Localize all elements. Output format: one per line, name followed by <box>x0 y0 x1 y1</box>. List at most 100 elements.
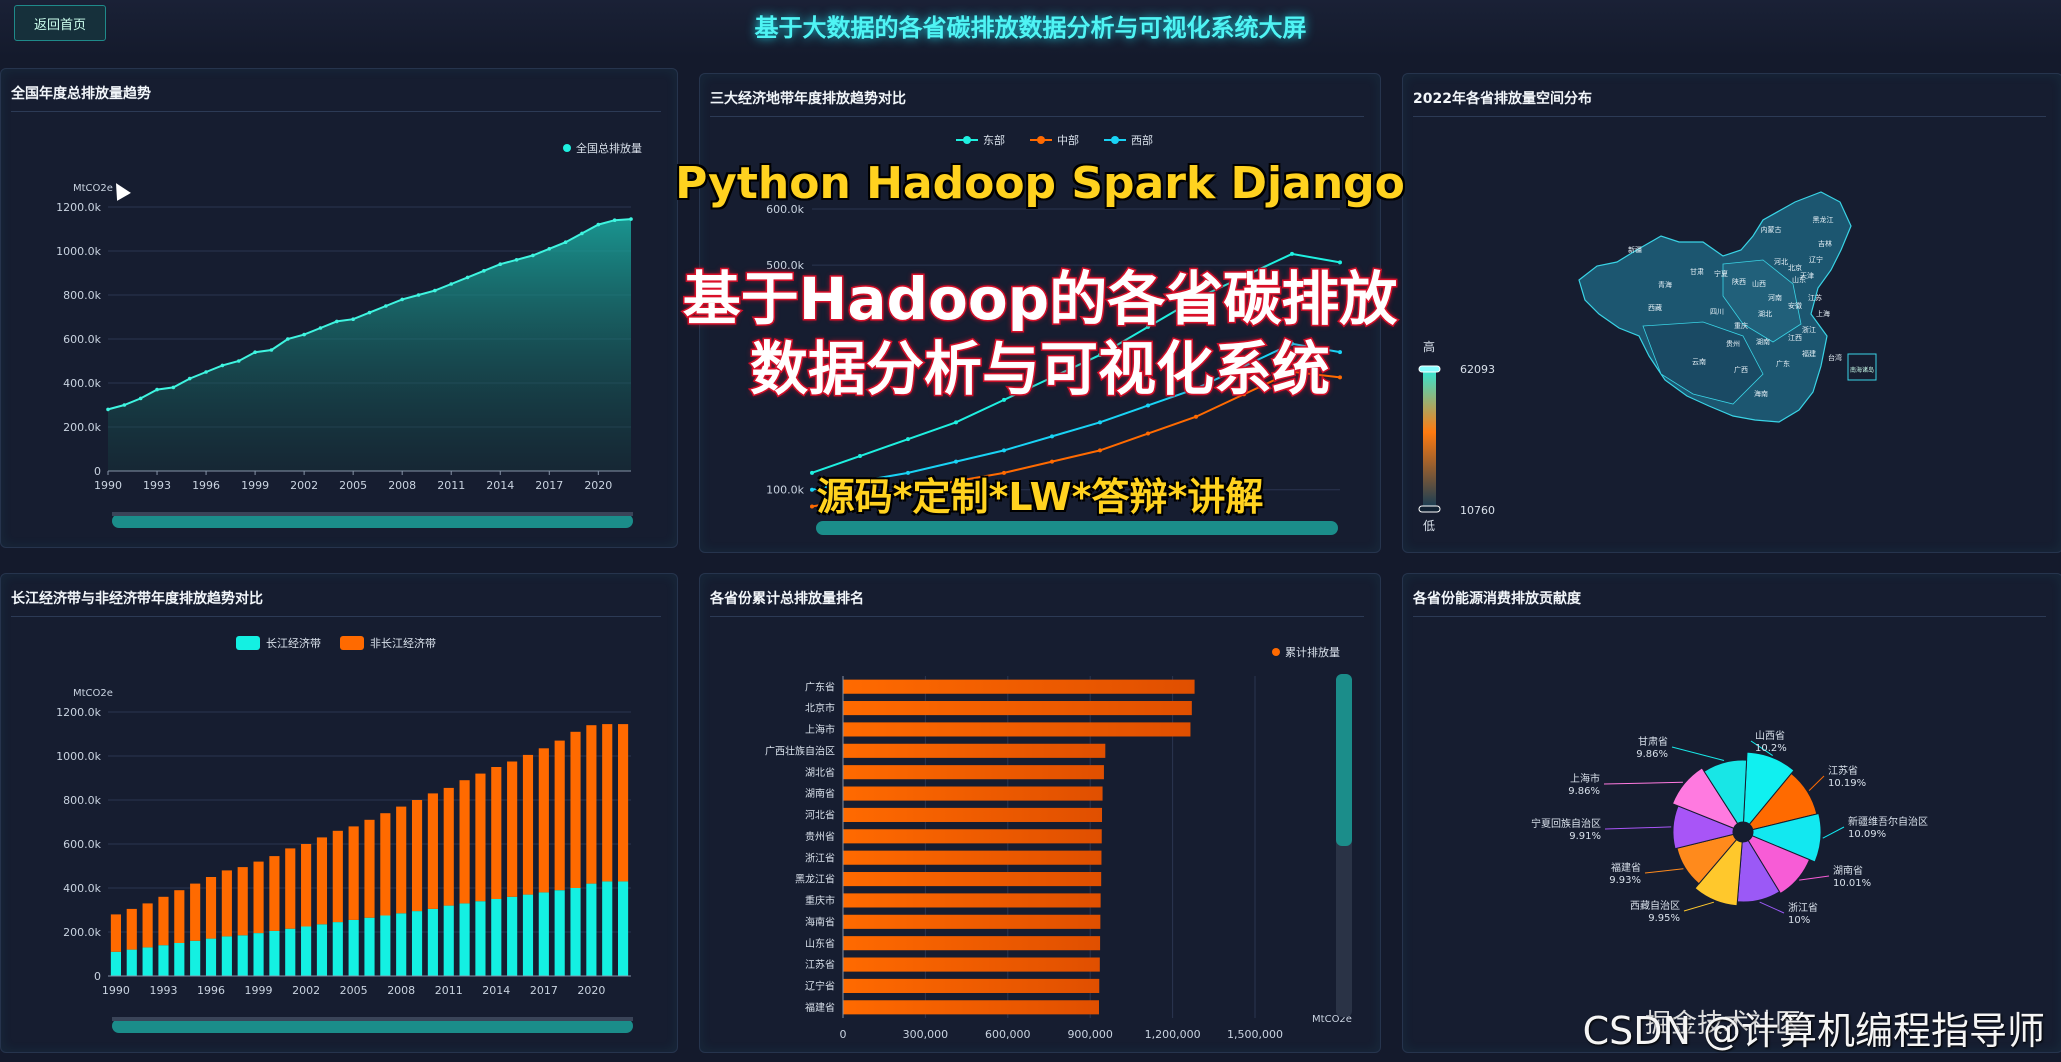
bar-yangtze <box>491 899 502 976</box>
bar-yangtze <box>570 888 581 976</box>
bar-yangtze <box>237 935 248 976</box>
yangtze-stacked-chart[interactable]: 0 200.0k 400.0k 600.0k 800.0k 1000.0k 1200.0k M… <box>1 574 677 1052</box>
bar-yangtze <box>602 881 613 976</box>
bar-non-yangtze <box>618 724 629 882</box>
x-tick-label: 1999 <box>241 479 269 492</box>
bar-non-yangtze <box>158 896 169 946</box>
data-point <box>954 459 958 464</box>
x-tick-label: 2002 <box>290 479 318 492</box>
bar-province <box>843 850 1102 865</box>
bar-yangtze <box>174 943 185 976</box>
y-tick-label: 湖南省 <box>805 787 835 800</box>
bar-non-yangtze <box>301 844 312 927</box>
data-point <box>563 240 568 244</box>
bar-non-yangtze <box>396 806 407 914</box>
bar-yangtze <box>158 945 169 976</box>
x-tick-label: 2020 <box>577 984 605 997</box>
y-tick-label: 河北省 <box>805 809 835 822</box>
panel-national-trend: 全国年度总排放量趋势 0 200.0k 400.0k 600.0k 800.0k 1000… <box>0 68 678 548</box>
map-province-label: 宁夏 <box>1714 269 1728 278</box>
bar-non-yangtze <box>491 767 502 899</box>
region-trend-chart[interactable]: 100.0k 500.0k 600.0k 东部 中部 西部 <box>700 74 1380 552</box>
x-tick-label: 2008 <box>388 479 416 492</box>
data-point <box>204 370 208 374</box>
bar-yangtze <box>380 915 391 976</box>
data-point <box>810 487 814 492</box>
bar-province <box>843 743 1106 758</box>
visualmap-handle-bottom <box>1418 505 1441 513</box>
province-ranking-chart[interactable]: 0 300,000 600,000 900,000 1,200,000 1,500,000… <box>700 574 1380 1052</box>
panel-title: 2022年各省排放量空间分布 <box>1413 91 1592 107</box>
map-province-label: 贵州 <box>1726 339 1740 348</box>
bar-non-yangtze <box>348 826 359 920</box>
bar-non-yangtze <box>443 787 454 906</box>
x-tick-label: 1993 <box>143 479 171 492</box>
visualmap-low-label: 低 <box>1423 519 1435 533</box>
map-province-label: 辽宁 <box>1809 255 1823 264</box>
data-point <box>858 454 862 459</box>
data-point <box>465 275 470 280</box>
data-point <box>1146 403 1150 408</box>
y-tick-label: 800.0k <box>63 794 101 807</box>
back-home-button[interactable]: 返回首页 <box>14 5 106 41</box>
bar-yangtze <box>348 919 359 976</box>
legend-label: 累计排放量 <box>1285 645 1340 659</box>
data-point <box>106 407 110 412</box>
pie-label-value: 10.19% <box>1828 778 1866 789</box>
x-tick-label: 2020 <box>584 479 612 492</box>
data-point <box>433 288 437 293</box>
map-province-label: 山东 <box>1792 275 1806 284</box>
bar-non-yangtze <box>380 813 391 916</box>
bar-province <box>843 722 1191 737</box>
data-point <box>155 387 159 392</box>
divider <box>1413 116 2046 117</box>
data-point <box>1290 369 1294 374</box>
bar-province <box>843 786 1103 801</box>
bar-province <box>843 679 1195 694</box>
panel-energy-contribution: 各省份能源消费排放贡献度 山西省 10.2% 江苏省 10.19% 新疆维吾尔自治区 10… <box>1402 573 2061 1053</box>
national-trend-chart[interactable]: 0 200.0k 400.0k 600.0k 800.0k 1000.0k 1200.0k M… <box>1 69 677 547</box>
y-axis-unit: MtCO2e <box>73 688 113 699</box>
divider <box>11 111 661 112</box>
pie-label-line <box>1808 775 1825 791</box>
data-point <box>858 496 862 501</box>
divider <box>710 616 1364 617</box>
map-province-label: 黑龙江 <box>1813 215 1834 224</box>
area-fill <box>108 219 631 471</box>
data-point <box>1050 375 1054 380</box>
data-point <box>1338 375 1342 380</box>
y-tick-label: 辽宁省 <box>805 980 835 993</box>
data-point <box>171 385 176 390</box>
y-tick-label: 北京市 <box>805 702 835 715</box>
legend-marker <box>563 144 571 152</box>
panel-province-map: 2022年各省排放量空间分布 南海诸岛 黑龙江 吉林 辽宁 内蒙古 新疆 甘肃 青海 西藏 四川 陕… <box>1402 73 2061 553</box>
bar-non-yangtze <box>174 890 185 943</box>
bar-yangtze <box>285 928 296 976</box>
x-tick-label: 2005 <box>339 479 367 492</box>
y-tick-label: 0 <box>94 970 101 983</box>
bar-yangtze <box>126 949 137 976</box>
zoom-slider-track <box>112 1017 633 1021</box>
pie-slice <box>1748 772 1818 831</box>
bar-non-yangtze <box>316 837 328 925</box>
pie-label-line <box>1683 901 1715 912</box>
y-tick-label: 200.0k <box>63 926 101 939</box>
watermark-csdn: CSDN @计算机编程指导师 <box>1582 1009 2045 1053</box>
bar-province <box>843 893 1101 908</box>
data-point <box>1050 434 1054 439</box>
pie-label-name: 宁夏回族自治区 <box>1531 817 1601 830</box>
x-tick-label: 2011 <box>435 984 463 997</box>
bar-non-yangtze <box>538 748 549 893</box>
y-tick-label: 上海市 <box>805 723 835 736</box>
x-tick-label: 1990 <box>94 479 122 492</box>
bar-yangtze <box>301 926 312 976</box>
bar-province <box>843 978 1100 993</box>
bar-non-yangtze <box>364 819 375 918</box>
data-point <box>580 231 584 236</box>
data-point <box>810 504 814 509</box>
y-tick-label: 山东省 <box>805 937 835 950</box>
bar-province <box>843 1000 1099 1015</box>
data-point <box>1194 414 1198 419</box>
